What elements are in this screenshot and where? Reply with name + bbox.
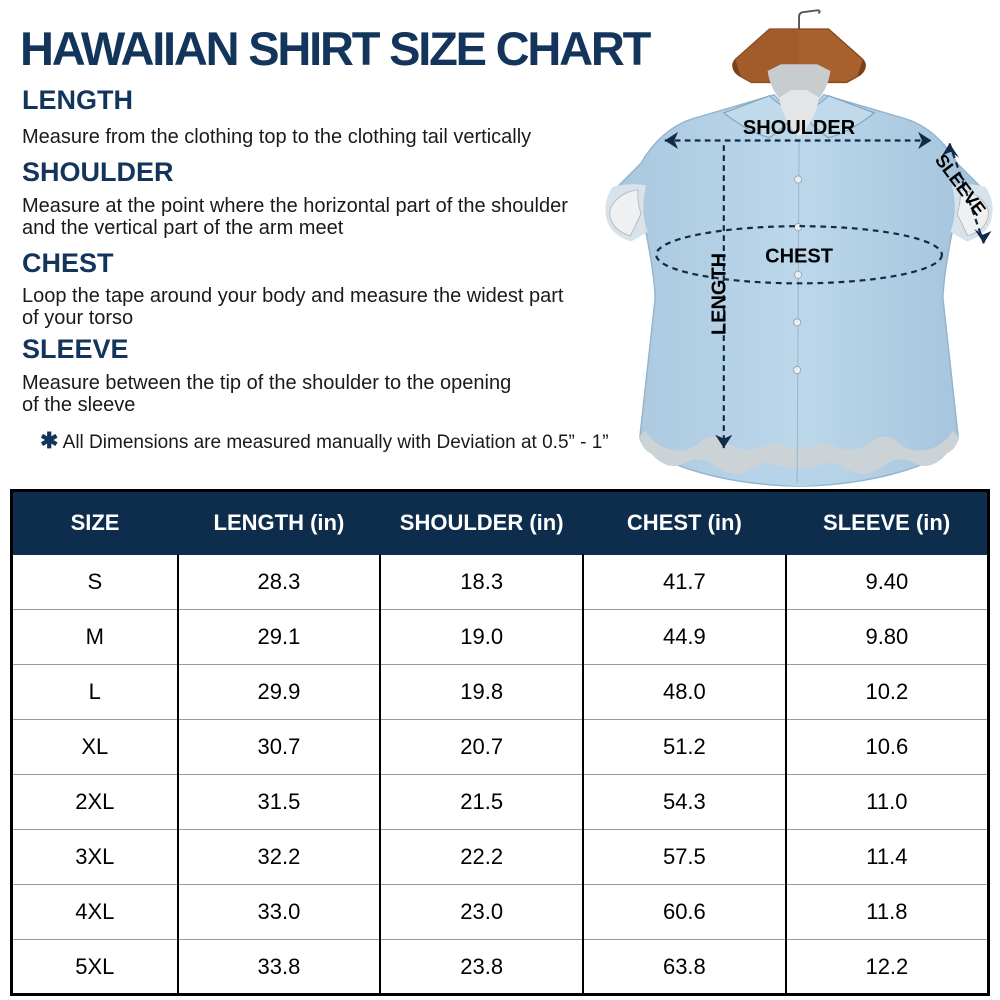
svg-text:SHOULDER: SHOULDER xyxy=(743,117,856,139)
svg-text:CHEST: CHEST xyxy=(765,245,833,267)
